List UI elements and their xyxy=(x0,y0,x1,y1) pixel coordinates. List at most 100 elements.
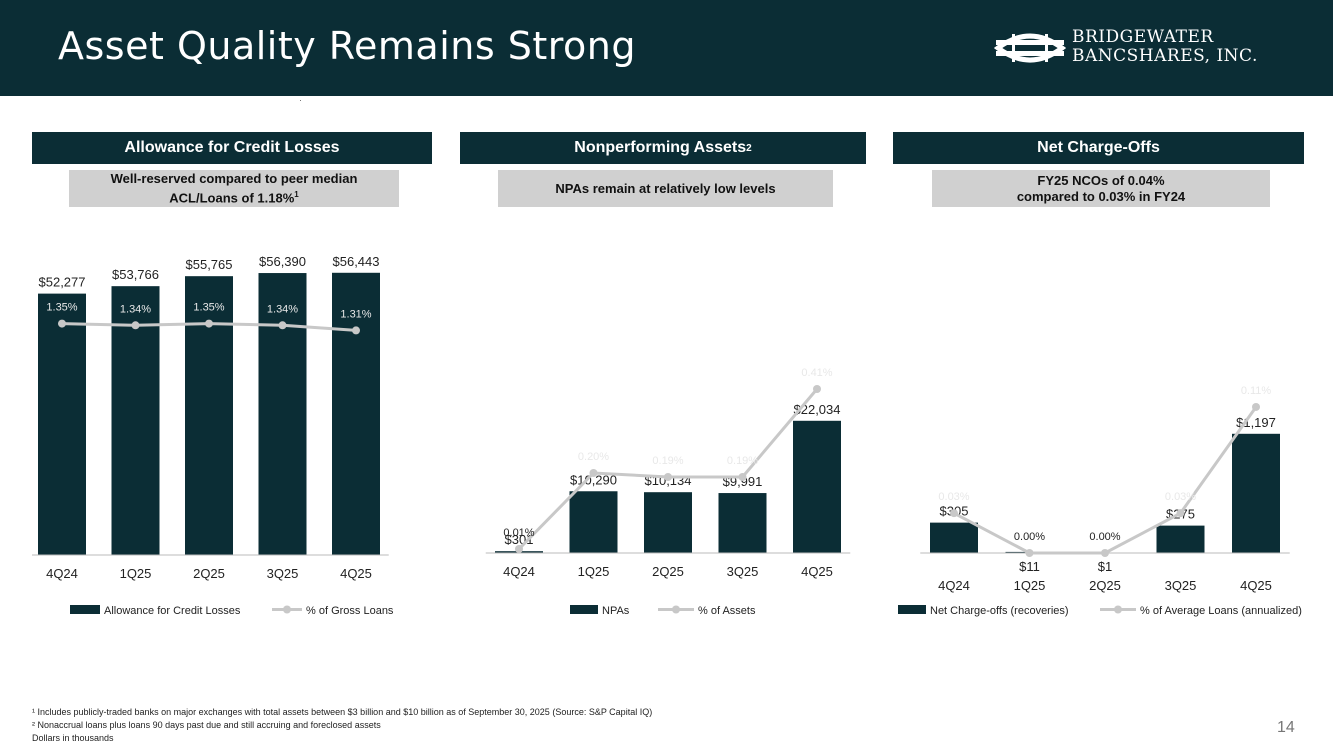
bar-value-label: $56,390 xyxy=(259,254,306,269)
bar xyxy=(38,293,86,555)
line-value-label: 0.20% xyxy=(578,451,609,463)
category-label: 4Q25 xyxy=(340,566,372,581)
category-label: 3Q25 xyxy=(267,566,299,581)
note-line-1: FY25 NCOs of 0.04% xyxy=(1037,172,1165,188)
panel-header-npa: Nonperforming Assets 2 xyxy=(460,132,866,164)
line-point xyxy=(352,326,360,335)
bar-value-label: $55,765 xyxy=(186,257,233,272)
category-label: 3Q25 xyxy=(727,564,759,579)
line-point xyxy=(1176,509,1185,518)
panel-header-nco: Net Charge-Offs xyxy=(893,132,1304,164)
page-number: 14 xyxy=(1277,719,1295,736)
line-value-label: 0.01% xyxy=(503,527,534,539)
legend-swatch-bar xyxy=(70,605,100,614)
bar-value-label: $53,766 xyxy=(112,267,159,282)
bar-value-label: $56,443 xyxy=(333,254,380,269)
category-label: 1Q25 xyxy=(1014,578,1046,593)
company-logo: Bridgewater Bancshares, Inc. xyxy=(994,26,1294,74)
bar xyxy=(185,276,233,555)
category-label: 2Q25 xyxy=(652,564,684,579)
legend-label-bar: Net Charge-offs (recoveries) xyxy=(930,605,1069,617)
line-point xyxy=(131,321,140,330)
category-label: 4Q24 xyxy=(503,564,535,579)
line-point xyxy=(813,385,821,393)
line-point xyxy=(589,469,598,477)
line-value-label: 1.35% xyxy=(193,302,224,314)
line-value-label: 0.11% xyxy=(1241,385,1272,397)
line-value-label: 0.19% xyxy=(727,455,758,467)
note-box-npa: NPAs remain at relatively low levels xyxy=(498,170,833,207)
line-value-label: 0.03% xyxy=(938,491,969,503)
category-label: 1Q25 xyxy=(578,564,610,579)
legend-swatch-marker xyxy=(283,605,291,614)
panel-header-text: Nonperforming Assets xyxy=(574,139,747,156)
legend-swatch-bar xyxy=(570,605,598,614)
legend-label-line: % of Gross Loans xyxy=(306,605,394,617)
panel-header-text: Net Charge-Offs xyxy=(1037,139,1160,156)
category-label: 1Q25 xyxy=(120,566,152,581)
panel-header-footnote-ref: 2 xyxy=(746,142,752,154)
line-point xyxy=(515,545,523,553)
footnotes: ¹ Includes publicly-traded banks on majo… xyxy=(32,706,652,745)
bar xyxy=(1156,525,1205,553)
category-label: 2Q25 xyxy=(1089,578,1121,593)
note-line-2: ACL/Loans of 1.18% xyxy=(169,190,295,206)
line-value-label: 1.31% xyxy=(340,308,371,320)
bar xyxy=(718,493,767,553)
panel-header-text: Allowance for Credit Losses xyxy=(124,139,340,156)
note-line-1: Well-reserved compared to peer median xyxy=(110,170,358,186)
note-box-nco: FY25 NCOs of 0.04% compared to 0.03% in … xyxy=(932,170,1270,207)
legend-swatch-bar xyxy=(898,605,926,614)
line-point xyxy=(205,319,213,328)
bar xyxy=(111,286,160,555)
bar xyxy=(644,492,692,553)
bar xyxy=(332,272,380,555)
bridge-logo-icon xyxy=(994,33,1066,63)
bar xyxy=(930,522,978,553)
bar xyxy=(1232,433,1280,553)
line-value-label: 1.35% xyxy=(46,302,77,314)
line-point xyxy=(1025,549,1034,557)
legend-label-bar: NPAs xyxy=(602,605,630,617)
note-footnote-ref: 1 xyxy=(294,189,299,199)
line-point xyxy=(1101,549,1109,557)
line-value-label: 0.03% xyxy=(1165,491,1196,503)
footnote-2: ² Nonaccrual loans plus loans 90 days pa… xyxy=(32,720,381,730)
line-value-label: 1.34% xyxy=(120,303,151,315)
legend-swatch-marker xyxy=(1114,605,1122,614)
line-value-label: 1.34% xyxy=(267,303,298,315)
bar-value-label: $1 xyxy=(1098,559,1112,574)
bar xyxy=(569,491,618,553)
legend-label-bar: Allowance for Credit Losses xyxy=(104,605,241,617)
note-line-1: NPAs remain at relatively low levels xyxy=(555,180,776,196)
line-point xyxy=(664,473,672,481)
line-point xyxy=(1252,402,1260,411)
logo-line-2: Bancshares, Inc. xyxy=(1072,46,1258,66)
legend-swatch-marker xyxy=(672,605,680,614)
category-label: 3Q25 xyxy=(1165,578,1197,593)
chart-nco: $3054Q24$111Q25$12Q25$2753Q25$1,1974Q250… xyxy=(898,385,1302,617)
category-label: 4Q25 xyxy=(801,564,833,579)
footnote-dollars: Dollars in thousands xyxy=(32,733,114,743)
line-value-label: 0.00% xyxy=(1089,531,1120,543)
panel-header-allowance: Allowance for Credit Losses xyxy=(32,132,432,164)
divider-dot xyxy=(300,100,301,101)
header-bar: Asset Quality Remains Strong Bridgewater… xyxy=(0,0,1333,96)
line-value-label: 0.41% xyxy=(801,367,832,379)
chart-allowance: $52,277 4Q24 $53,766 1Q25 $55,765 2Q25 $56,390… xyxy=(32,254,394,617)
category-label: 4Q24 xyxy=(938,578,970,593)
line-point xyxy=(738,473,747,481)
note-line-2: compared to 0.03% in FY24 xyxy=(1016,188,1186,204)
line-value-label: 0.19% xyxy=(652,455,683,467)
note-box-allowance: Well-reserved compared to peer median AC… xyxy=(69,170,399,207)
line-value-label: 0.00% xyxy=(1014,531,1045,543)
category-label: 2Q25 xyxy=(193,566,225,581)
legend-label-line: % of Average Loans (annualized) xyxy=(1140,605,1302,617)
category-label: 4Q24 xyxy=(46,566,78,581)
bar xyxy=(258,273,307,555)
chart-npa: $3014Q24$10,2901Q25$10,1342Q25$9,9913Q25… xyxy=(485,367,851,617)
bar-value-label: $11 xyxy=(1019,559,1040,574)
logo-line-1: Bridgewater xyxy=(1072,27,1214,47)
line-point xyxy=(950,509,958,518)
page-title: Asset Quality Remains Strong xyxy=(58,24,636,68)
